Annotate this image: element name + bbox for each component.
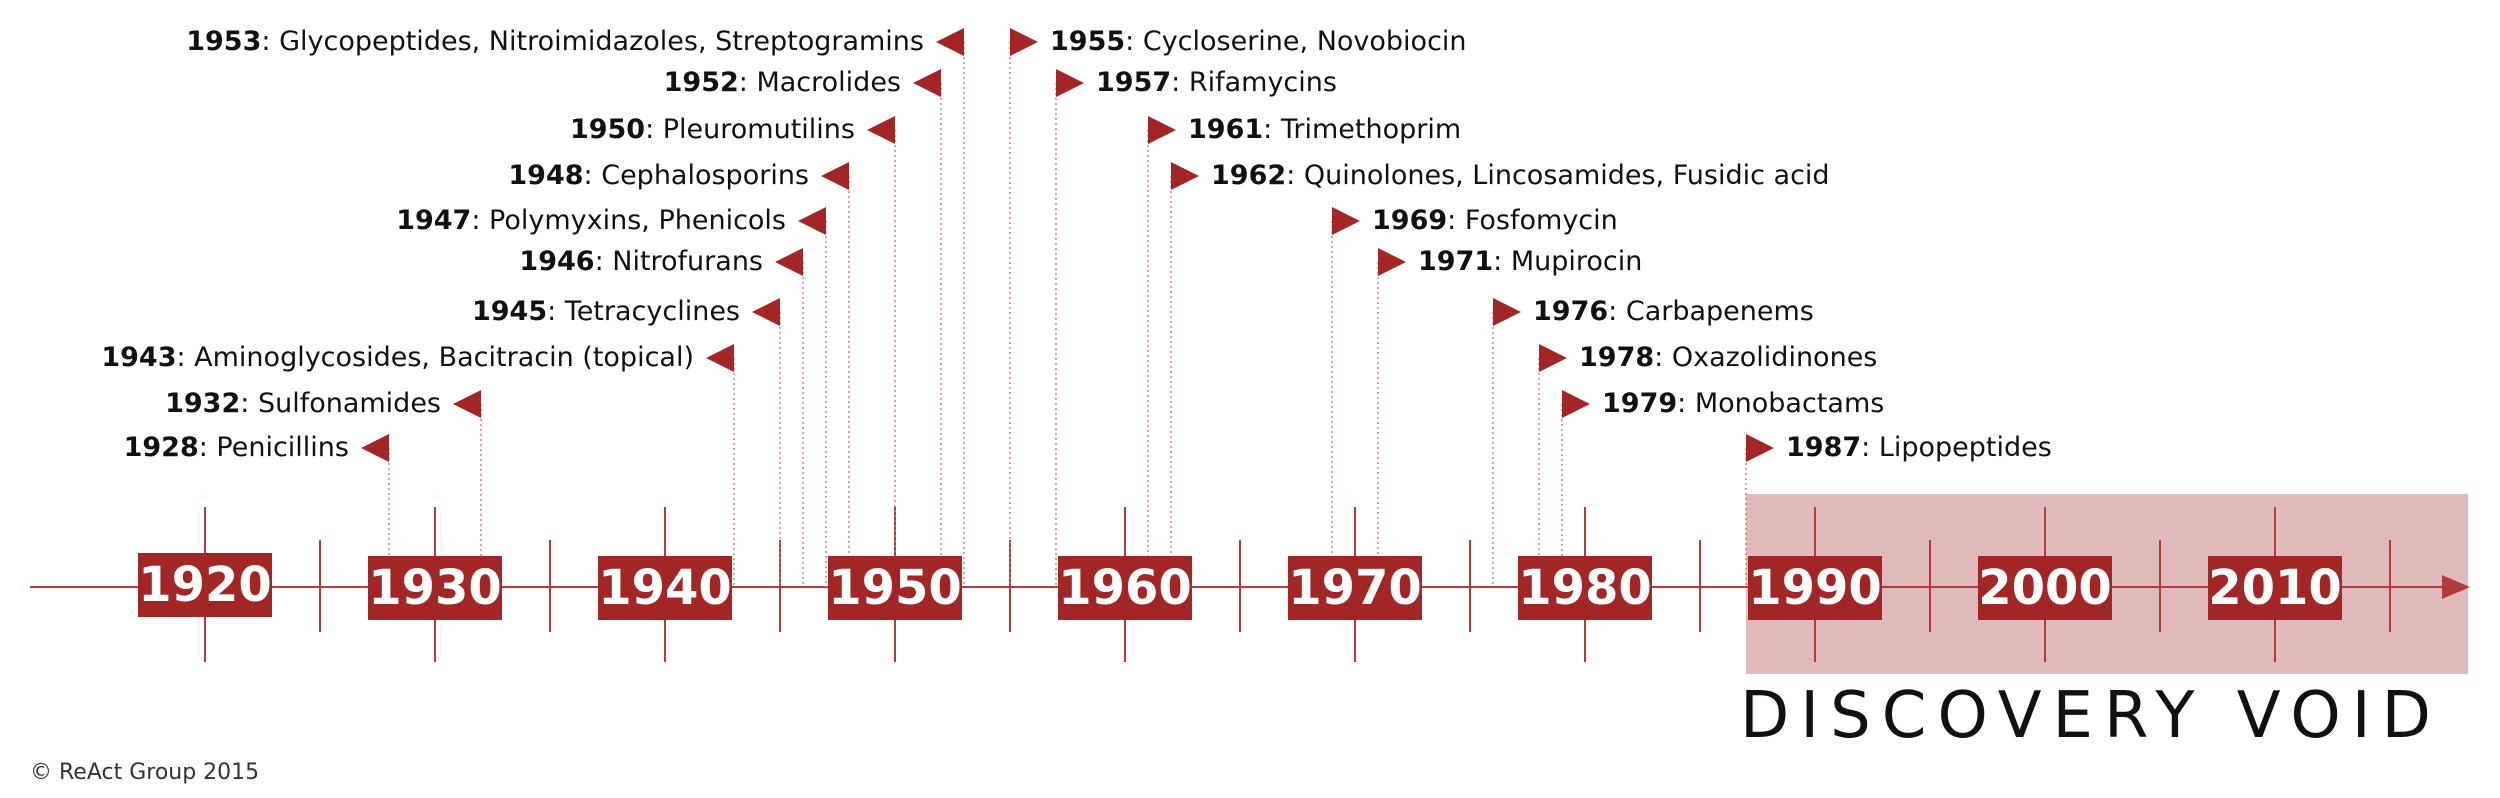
decade-label-1950: 1950: [828, 556, 962, 620]
event-classes: : Tetracyclines: [547, 296, 740, 327]
event-label-1978: 1978: Oxazolidinones: [1579, 342, 1877, 374]
event-flag-icon-1987: [1746, 434, 1774, 462]
event-year: 1947: [396, 205, 472, 236]
event-year: 1957: [1096, 67, 1172, 98]
decade-label-1940: 1940: [598, 556, 732, 620]
event-classes: : Quinolones, Lincosamides, Fusidic acid: [1286, 160, 1830, 191]
event-label-1979: 1979: Monobactams: [1602, 388, 1884, 420]
event-year: 1978: [1579, 342, 1655, 373]
event-classes: : Carbapenems: [1608, 296, 1814, 327]
event-flag-icon-1950: [867, 116, 895, 144]
event-flag-icon-1952: [913, 69, 941, 97]
event-year: 1955: [1050, 26, 1126, 57]
event-classes: : Pleuromutilins: [645, 114, 855, 145]
decade-label-1990: 1990: [1748, 556, 1882, 620]
discovery-void-title: DISCOVERY VOID: [1740, 679, 2442, 753]
event-label-1953: 1953: Glycopeptides, Nitroimidazoles, St…: [186, 26, 924, 58]
decade-label-2000: 2000: [1978, 556, 2112, 620]
event-flag-icon-1969: [1332, 207, 1360, 235]
event-year: 1976: [1533, 296, 1609, 327]
event-year: 1946: [519, 246, 595, 277]
decade-label-1970: 1970: [1288, 556, 1422, 620]
event-label-1945: 1945: Tetracyclines: [472, 296, 740, 328]
event-flag-icon-1947: [798, 207, 826, 235]
event-year: 1953: [186, 26, 262, 57]
event-label-1971: 1971: Mupirocin: [1418, 246, 1642, 278]
event-flag-icon-1976: [1493, 298, 1521, 326]
copyright-notice: © ReAct Group 2015: [30, 760, 260, 785]
event-classes: : Aminoglycosides, Bacitracin (topical): [176, 342, 694, 373]
event-flag-icon-1943: [706, 344, 734, 372]
event-flag-icon-1957: [1056, 69, 1084, 97]
event-classes: : Polymyxins, Phenicols: [471, 205, 786, 236]
event-year: 1932: [165, 388, 241, 419]
event-flag-icon-1961: [1148, 116, 1176, 144]
event-year: 1987: [1786, 432, 1862, 463]
event-classes: : Sulfonamides: [240, 388, 441, 419]
event-label-1961: 1961: Trimethoprim: [1188, 114, 1461, 146]
decade-label-1920: 1920: [138, 553, 272, 617]
decade-label-2010: 2010: [2208, 556, 2342, 620]
event-classes: : Monobactams: [1677, 388, 1885, 419]
event-year: 1928: [123, 432, 199, 463]
decade-label-1930: 1930: [368, 556, 502, 620]
event-classes: : Lipopeptides: [1861, 432, 2052, 463]
event-flag-icon-1945: [752, 298, 780, 326]
event-year: 1952: [663, 67, 739, 98]
event-classes: : Cephalosporins: [583, 160, 809, 191]
event-classes: : Cycloserine, Novobiocin: [1125, 26, 1467, 57]
event-year: 1948: [508, 160, 584, 191]
event-label-1948: 1948: Cephalosporins: [508, 160, 809, 192]
event-label-1969: 1969: Fosfomycin: [1372, 205, 1618, 237]
event-year: 1971: [1418, 246, 1494, 277]
event-classes: : Glycopeptides, Nitroimidazoles, Strept…: [261, 26, 924, 57]
event-flag-icon-1953: [936, 28, 964, 56]
decade-label-1980: 1980: [1518, 556, 1652, 620]
event-classes: : Macrolides: [738, 67, 901, 98]
event-year: 1945: [471, 296, 548, 327]
event-year: 1962: [1211, 160, 1287, 191]
timeline-arrow-icon: [2442, 575, 2470, 599]
event-flag-icon-1979: [1562, 390, 1590, 418]
event-label-1947: 1947: Polymyxins, Phenicols: [396, 205, 786, 237]
decade-label-1960: 1960: [1058, 556, 1192, 620]
event-flag-icon-1962: [1171, 162, 1199, 190]
event-flag-icon-1928: [361, 434, 389, 462]
event-label-1946: 1946: Nitrofurans: [519, 246, 763, 278]
event-classes: : Mupirocin: [1493, 246, 1643, 277]
event-classes: : Rifamycins: [1171, 67, 1337, 98]
event-classes: : Nitrofurans: [594, 246, 763, 277]
event-year: 1943: [101, 342, 177, 373]
event-classes: : Oxazolidinones: [1654, 342, 1878, 373]
event-year: 1969: [1372, 205, 1448, 236]
event-label-1950: 1950: Pleuromutilins: [570, 114, 855, 146]
event-flag-icon-1978: [1539, 344, 1567, 372]
event-flag-icon-1971: [1378, 248, 1406, 276]
event-flag-icon-1946: [775, 248, 803, 276]
event-year: 1979: [1602, 388, 1678, 419]
event-flag-icon-1948: [821, 162, 849, 190]
event-label-1987: 1987: Lipopeptides: [1786, 432, 2052, 464]
event-label-1955: 1955: Cycloserine, Novobiocin: [1050, 26, 1467, 58]
event-label-1962: 1962: Quinolones, Lincosamides, Fusidic …: [1211, 160, 1830, 192]
event-label-1952: 1952: Macrolides: [664, 67, 901, 99]
event-year: 1950: [569, 114, 646, 145]
event-label-1932: 1932: Sulfonamides: [165, 388, 441, 420]
event-label-1943: 1943: Aminoglycosides, Bacitracin (topic…: [101, 342, 694, 374]
event-flag-icon-1932: [453, 390, 481, 418]
event-label-1976: 1976: Carbapenems: [1533, 296, 1814, 328]
event-flag-icon-1955: [1010, 28, 1038, 56]
event-classes: : Penicillins: [198, 432, 349, 463]
event-year: 1961: [1188, 114, 1264, 145]
event-label-1928: 1928: Penicillins: [124, 432, 349, 464]
event-classes: : Trimethoprim: [1263, 114, 1462, 145]
event-label-1957: 1957: Rifamycins: [1096, 67, 1337, 99]
event-classes: : Fosfomycin: [1447, 205, 1618, 236]
